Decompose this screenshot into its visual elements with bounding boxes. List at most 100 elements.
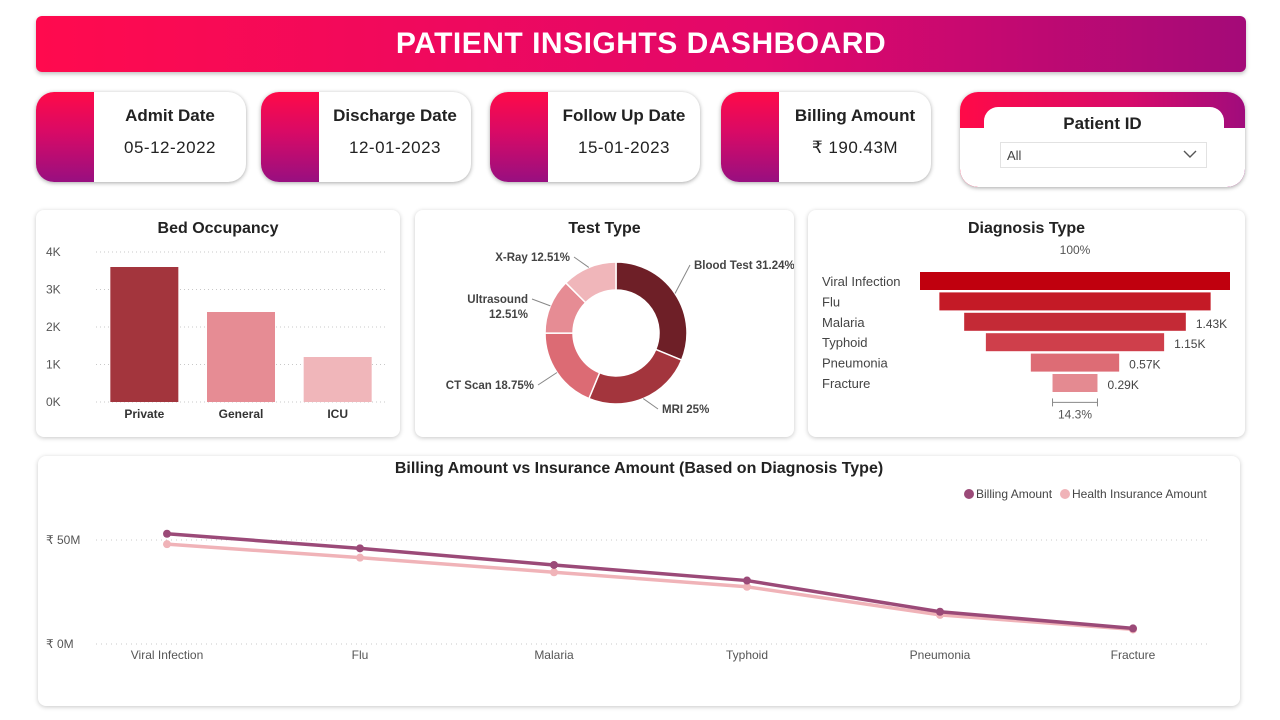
leader-line <box>573 256 590 268</box>
donut-slice <box>544 332 601 400</box>
data-label: MRI 25% <box>662 404 709 416</box>
billing-insurance-chart: ₹ 50M ₹ 0M Viral Infection Flu Malaria Typhoi… <box>46 487 1210 662</box>
billing-insurance-card: Billing Amount vs Insurance Amount (Base… <box>38 456 1240 706</box>
kpi-card-billing-amount: Billing Amount ₹ 190.43M <box>721 92 931 182</box>
data-label: X-Ray 12.51% <box>495 252 570 264</box>
x-tick-label: ICU <box>327 407 348 421</box>
funnel-bar <box>1052 374 1098 392</box>
legend-label: Health Insurance Amount <box>1072 487 1207 501</box>
chart-title: Billing Amount vs Insurance Amount (Base… <box>394 460 884 477</box>
y-tick-label: 2K <box>46 320 61 334</box>
chart-title: Diagnosis Type <box>967 220 1086 237</box>
funnel-bar <box>1030 353 1120 372</box>
x-tick-label: General <box>219 407 264 421</box>
series-line <box>166 532 1134 631</box>
leader-line <box>531 298 551 307</box>
bar <box>207 312 275 402</box>
x-tick-label: Private <box>124 407 164 421</box>
kpi-label: Admit Date <box>125 106 215 125</box>
data-label: 1.43K <box>1196 317 1227 331</box>
category-label: Typhoid <box>822 335 868 350</box>
patient-id-dropdown[interactable]: All <box>1000 142 1207 168</box>
title-bar: PATIENT INSIGHTS DASHBOARD <box>36 16 1246 72</box>
funnel-bar <box>964 312 1186 331</box>
kpi-value: ₹ 190.43M <box>811 138 899 157</box>
test-type-card: Test Type Blood Test 31.24% MRI 25% CT Sca… <box>415 210 794 437</box>
patient-id-slicer: Patient ID All <box>960 92 1245 187</box>
kpi-value: 05-12-2022 <box>124 138 216 157</box>
bed-occupancy-chart: 4K 3K 2K 1K 0K Private General ICU <box>46 245 386 421</box>
kpi-card-discharge-date: Discharge Date 12-01-2023 <box>261 92 471 182</box>
kpi-card-admit-date: Admit Date 05-12-2022 <box>36 92 246 182</box>
data-point <box>1129 624 1137 633</box>
funnel-bottom-percent: 14.3% <box>1058 407 1092 421</box>
x-tick-label: Malaria <box>534 648 574 662</box>
y-tick-label: ₹ 0M <box>46 637 74 651</box>
donut-slice <box>564 261 617 304</box>
dropdown-selected-value: All <box>1007 148 1022 163</box>
legend-marker <box>964 489 974 499</box>
leader-line <box>674 264 691 294</box>
x-tick-label: Pneumonia <box>910 648 971 662</box>
kpi-value: 12-01-2023 <box>349 138 441 157</box>
y-tick-label: 3K <box>46 283 61 297</box>
category-label: Viral Infection <box>822 274 901 289</box>
donut-slice <box>615 261 688 362</box>
x-tick-label: Typhoid <box>726 648 768 662</box>
legend-label: Billing Amount <box>976 487 1053 501</box>
data-label: 12.51% <box>489 309 528 321</box>
data-point <box>550 560 558 569</box>
category-label: Fracture <box>822 376 870 391</box>
chart-title: Test Type <box>568 220 641 237</box>
y-tick-label: 4K <box>46 245 61 259</box>
funnel-bar <box>985 333 1165 352</box>
diagnosis-type-chart: 100% Viral Infection Flu Malaria 1.43K Typhoi… <box>822 243 1230 421</box>
data-point <box>356 544 364 553</box>
data-label: Ultrasound <box>467 294 528 306</box>
data-point <box>743 576 751 585</box>
series-line <box>166 542 1134 632</box>
funnel-top-percent: 100% <box>1060 243 1091 257</box>
chevron-down-icon[interactable] <box>1182 147 1198 161</box>
leader-line <box>642 398 659 410</box>
legend-marker <box>1060 489 1070 499</box>
kpi-card-follow-up-date: Follow Up Date 15-01-2023 <box>490 92 700 182</box>
bar <box>110 267 179 402</box>
kpi-label: Follow Up Date <box>562 106 686 125</box>
leader-line <box>537 372 558 386</box>
bed-occupancy-card: Bed Occupancy 4K 3K 2K 1K 0K Private General IC… <box>36 210 400 437</box>
funnel-bar <box>920 272 1230 290</box>
test-type-chart: Blood Test 31.24% MRI 25% CT Scan 18.75% Ul… <box>446 252 794 416</box>
category-label: Malaria <box>822 315 865 330</box>
data-point <box>936 607 944 616</box>
kpi-accent-band <box>261 92 319 182</box>
y-tick-label: ₹ 50M <box>46 533 80 547</box>
data-label: CT Scan 18.75% <box>446 380 534 392</box>
slicer-label: Patient ID <box>1063 114 1142 133</box>
kpi-label: Billing Amount <box>794 106 916 125</box>
data-point <box>163 529 171 538</box>
data-point <box>550 568 558 577</box>
data-point <box>163 540 171 549</box>
x-tick-label: Flu <box>352 648 369 662</box>
kpi-accent-band <box>721 92 779 182</box>
category-label: Pneumonia <box>822 356 889 371</box>
y-tick-label: 1K <box>46 358 61 372</box>
kpi-accent-band <box>490 92 548 182</box>
data-label: 0.29K <box>1107 378 1138 392</box>
data-label: Blood Test 31.24% <box>694 260 794 272</box>
bar <box>303 357 372 402</box>
chart-title: Bed Occupancy <box>157 220 279 237</box>
donut-slice <box>587 348 683 405</box>
x-tick-label: Viral Infection <box>131 648 204 662</box>
data-label: 0.57K <box>1129 358 1160 372</box>
kpi-value: 15-01-2023 <box>578 138 670 157</box>
category-label: Flu <box>822 294 840 309</box>
kpi-label: Discharge Date <box>333 106 457 125</box>
data-point <box>743 582 751 591</box>
page-title: PATIENT INSIGHTS DASHBOARD <box>395 27 887 60</box>
funnel-bar <box>939 292 1211 311</box>
y-tick-label: 0K <box>46 395 61 409</box>
x-tick-label: Fracture <box>1111 648 1156 662</box>
kpi-accent-band <box>36 92 94 182</box>
